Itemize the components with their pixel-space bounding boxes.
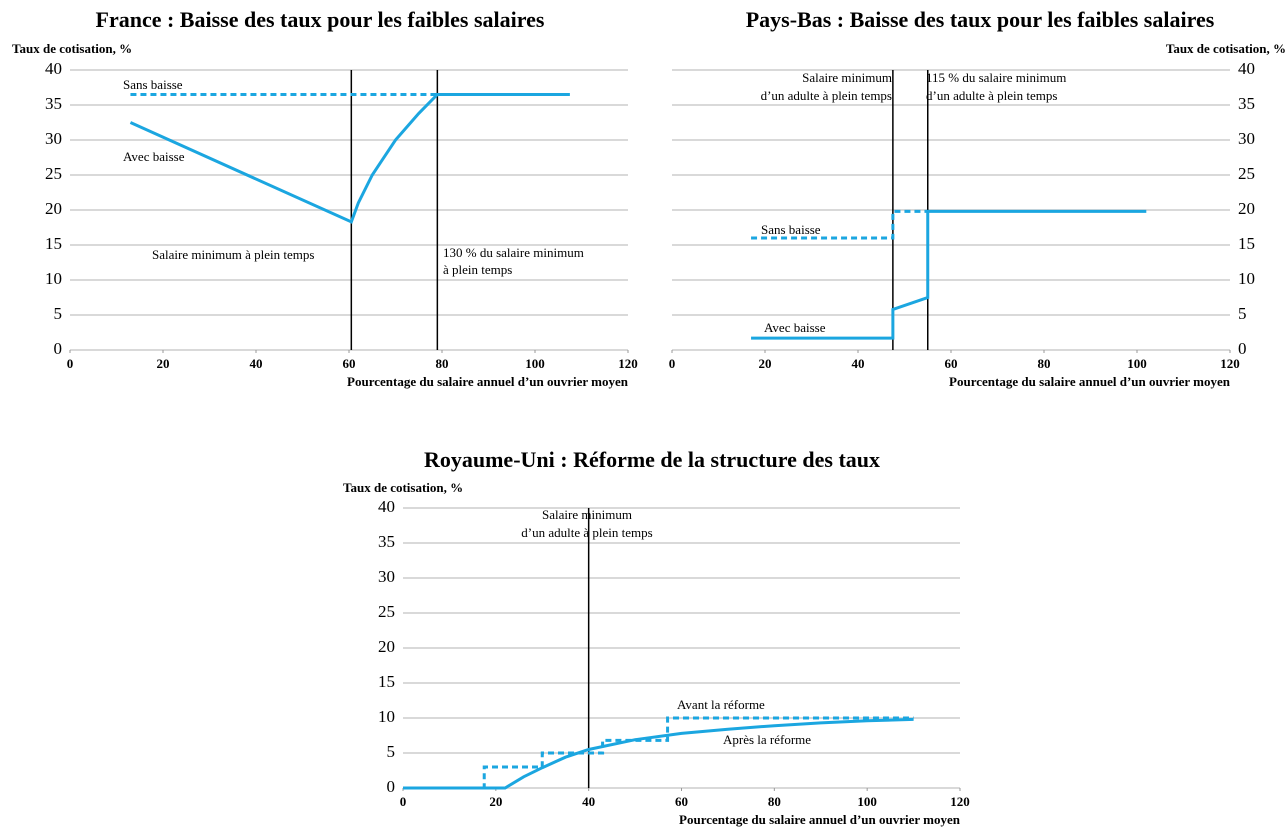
series-label: Sans baisse [761, 222, 821, 237]
y-tick-label: 30 [1238, 129, 1255, 148]
y-tick-label: 35 [378, 532, 395, 551]
y-axis-label: Taux de cotisation, % [12, 41, 132, 56]
x-tick-label: 80 [768, 794, 781, 809]
series-line [129, 93, 570, 224]
y-tick-label: 0 [1238, 339, 1247, 358]
annotation: 115 % du salaire minimum [926, 70, 1066, 85]
y-tick-label: 40 [378, 497, 395, 516]
chart-title: Royaume-Uni : Réforme de la structure de… [424, 447, 880, 472]
x-axis-label: Pourcentage du salaire annuel d’un ouvri… [949, 374, 1231, 389]
y-tick-label: 15 [45, 234, 62, 253]
annotation: Salaire minimum [802, 70, 892, 85]
series-label: Avant la réforme [677, 697, 765, 712]
x-tick-label: 40 [250, 356, 263, 371]
x-tick-label: 120 [1220, 356, 1240, 371]
series-line [751, 209, 1147, 340]
y-tick-label: 20 [1238, 199, 1255, 218]
y-tick-label: 20 [378, 637, 395, 656]
y-tick-label: 5 [1238, 304, 1247, 323]
x-axis-label: Pourcentage du salaire annuel d’un ouvri… [679, 812, 961, 827]
y-tick-label: 35 [45, 94, 62, 113]
series-label: Sans baisse [123, 77, 183, 92]
y-axis-label: Taux de cotisation, % [1166, 41, 1286, 56]
x-tick-label: 20 [489, 794, 502, 809]
x-tick-label: 40 [852, 356, 865, 371]
x-tick-label: 100 [857, 794, 877, 809]
y-tick-label: 30 [378, 567, 395, 586]
y-tick-label: 0 [387, 777, 396, 796]
y-tick-label: 20 [45, 199, 62, 218]
y-tick-label: 40 [45, 59, 62, 78]
annotation: 130 % du salaire minimum [443, 245, 584, 260]
annotation: d’un adulte à plein temps [521, 525, 652, 540]
y-tick-label: 35 [1238, 94, 1255, 113]
y-tick-label: 25 [378, 602, 395, 621]
x-axis-label: Pourcentage du salaire annuel d’un ouvri… [347, 374, 629, 389]
y-axis-label: Taux de cotisation, % [343, 480, 463, 495]
y-tick-label: 25 [45, 164, 62, 183]
x-tick-label: 0 [669, 356, 676, 371]
x-tick-label: 100 [525, 356, 545, 371]
x-tick-label: 80 [436, 356, 449, 371]
x-tick-label: 20 [157, 356, 170, 371]
x-tick-label: 40 [582, 794, 595, 809]
series-line [403, 716, 914, 790]
series-label: Avec baisse [764, 320, 826, 335]
annotation: à plein temps [443, 262, 512, 277]
annotation: d’un adulte à plein temps [761, 88, 892, 103]
y-tick-label: 25 [1238, 164, 1255, 183]
x-tick-label: 60 [675, 794, 688, 809]
annotation: d’un adulte à plein temps [926, 88, 1057, 103]
annotation: Salaire minimum à plein temps [152, 247, 314, 262]
y-tick-label: 30 [45, 129, 62, 148]
chart-title: France : Baisse des taux pour les faible… [96, 7, 545, 32]
x-tick-label: 120 [950, 794, 970, 809]
y-tick-label: 15 [378, 672, 395, 691]
chart-title: Pays-Bas : Baisse des taux pour les faib… [746, 7, 1215, 32]
series-label: Avec baisse [123, 149, 185, 164]
y-tick-label: 10 [378, 707, 395, 726]
series-line [403, 717, 914, 790]
x-tick-label: 120 [618, 356, 638, 371]
series-label: Après la réforme [723, 732, 811, 747]
series-line [751, 209, 928, 240]
y-tick-label: 0 [54, 339, 63, 358]
y-tick-label: 5 [54, 304, 63, 323]
y-tick-label: 5 [387, 742, 396, 761]
y-tick-label: 15 [1238, 234, 1255, 253]
x-tick-label: 20 [759, 356, 772, 371]
x-tick-label: 60 [945, 356, 958, 371]
x-tick-label: 100 [1127, 356, 1147, 371]
annotation: Salaire minimum [542, 507, 632, 522]
x-tick-label: 60 [343, 356, 356, 371]
y-tick-label: 10 [45, 269, 62, 288]
x-tick-label: 0 [400, 794, 407, 809]
x-tick-label: 0 [67, 356, 74, 371]
x-tick-label: 80 [1038, 356, 1051, 371]
y-tick-label: 10 [1238, 269, 1255, 288]
y-tick-label: 40 [1238, 59, 1255, 78]
